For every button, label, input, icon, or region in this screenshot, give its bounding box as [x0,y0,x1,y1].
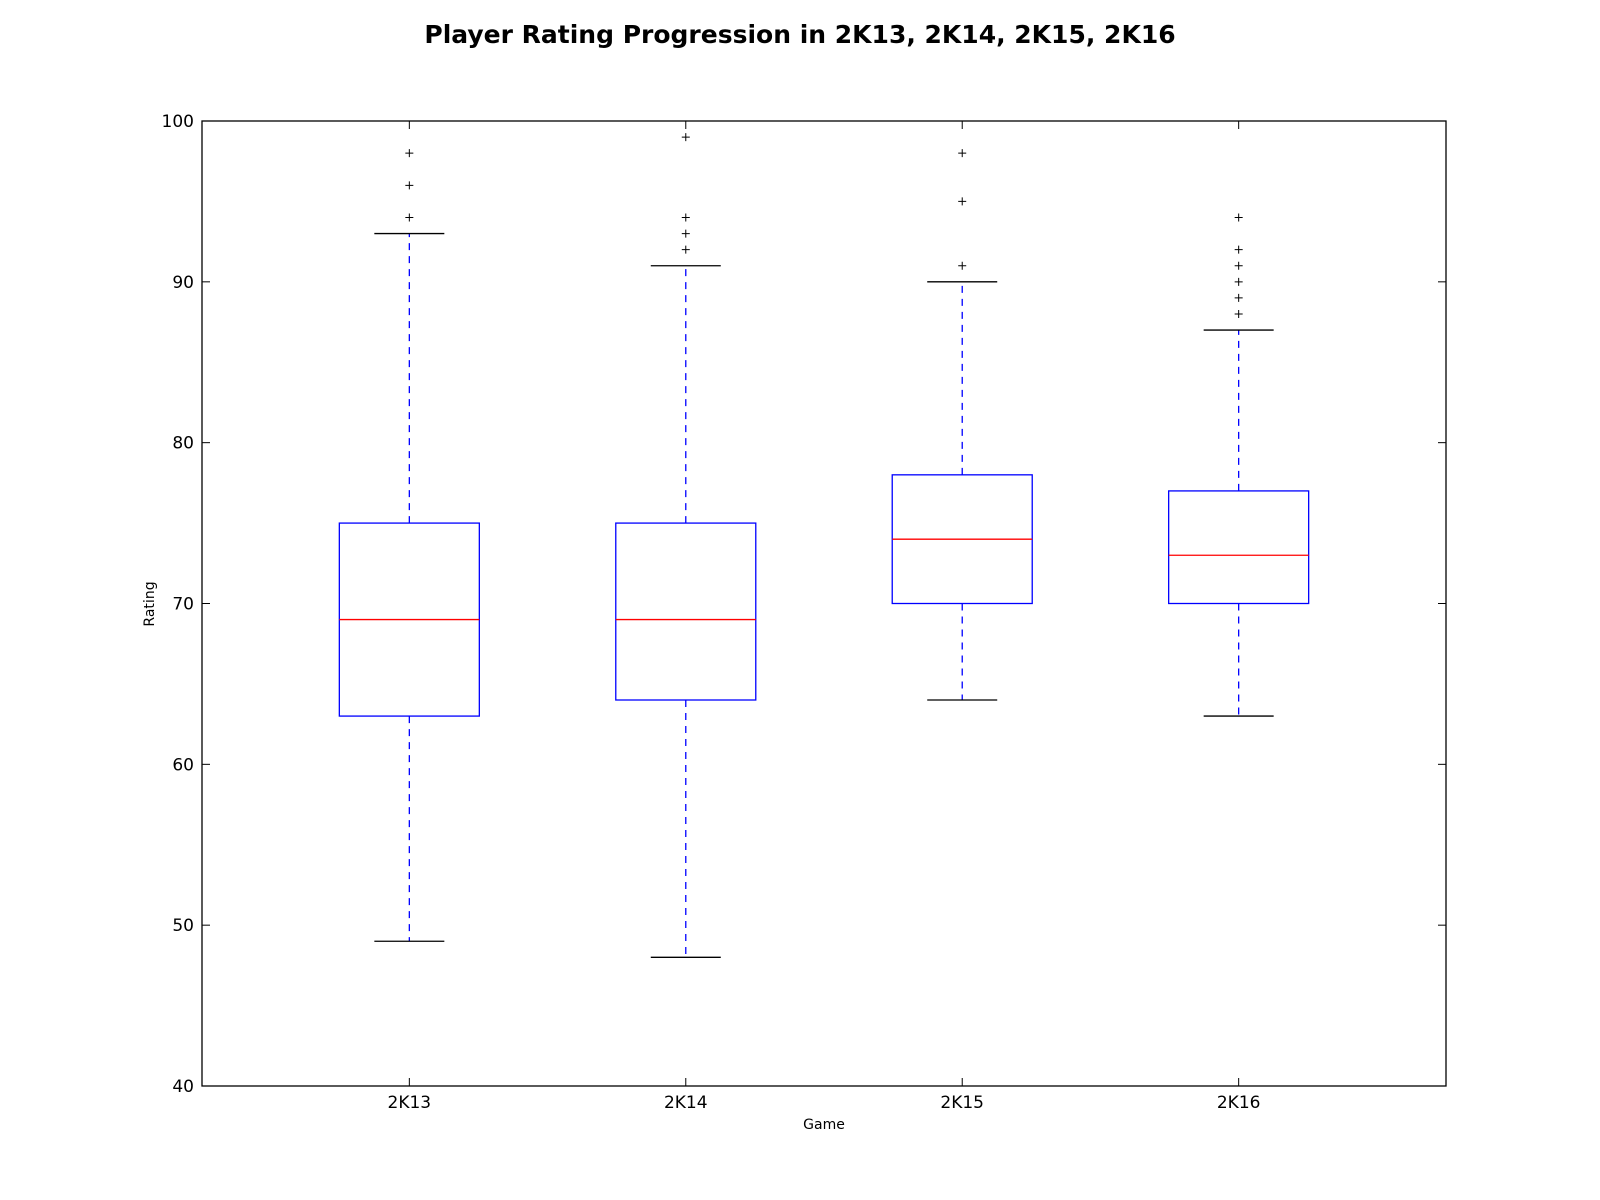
outlier-point [405,213,414,222]
outlier-point [405,149,414,158]
outlier-point [681,245,690,254]
outlier-point [1234,261,1243,270]
outlier-point [681,229,690,238]
y-tick-label: 60 [172,755,194,775]
outlier-point [958,149,967,158]
y-axis-label: Rating [142,581,158,626]
y-tick-label: 80 [172,434,194,454]
outlier-point [681,213,690,222]
outlier-point [1234,245,1243,254]
x-axis-label: Game [803,1117,845,1133]
y-tick-label: 50 [172,916,194,936]
outlier-point [1234,293,1243,302]
y-tick-label: 90 [172,273,194,293]
plot-area: 40 50 60 70 80 90 100 2K13 2K14 2K15 2K16 [162,112,1447,1113]
y-tick-label: 70 [172,595,194,615]
outlier-point [405,181,414,190]
outlier-point [958,197,967,206]
outlier-point [1234,213,1243,222]
outlier-point [958,261,967,270]
y-tick-label: 100 [162,112,194,132]
outlier-point [1234,310,1243,318]
y-tick-label: 40 [172,1077,194,1097]
iqr-box [615,522,757,701]
x-tick-label: 2K16 [1217,1093,1261,1113]
x-tick-label: 2K15 [940,1093,984,1113]
outlier-point [681,133,690,142]
outlier-point [1234,277,1243,286]
x-tick-label: 2K13 [388,1093,432,1113]
x-tick-label: 2K14 [664,1093,708,1113]
chart-title: Player Rating Progression in 2K13, 2K14,… [424,20,1175,49]
iqr-box [1168,490,1310,605]
